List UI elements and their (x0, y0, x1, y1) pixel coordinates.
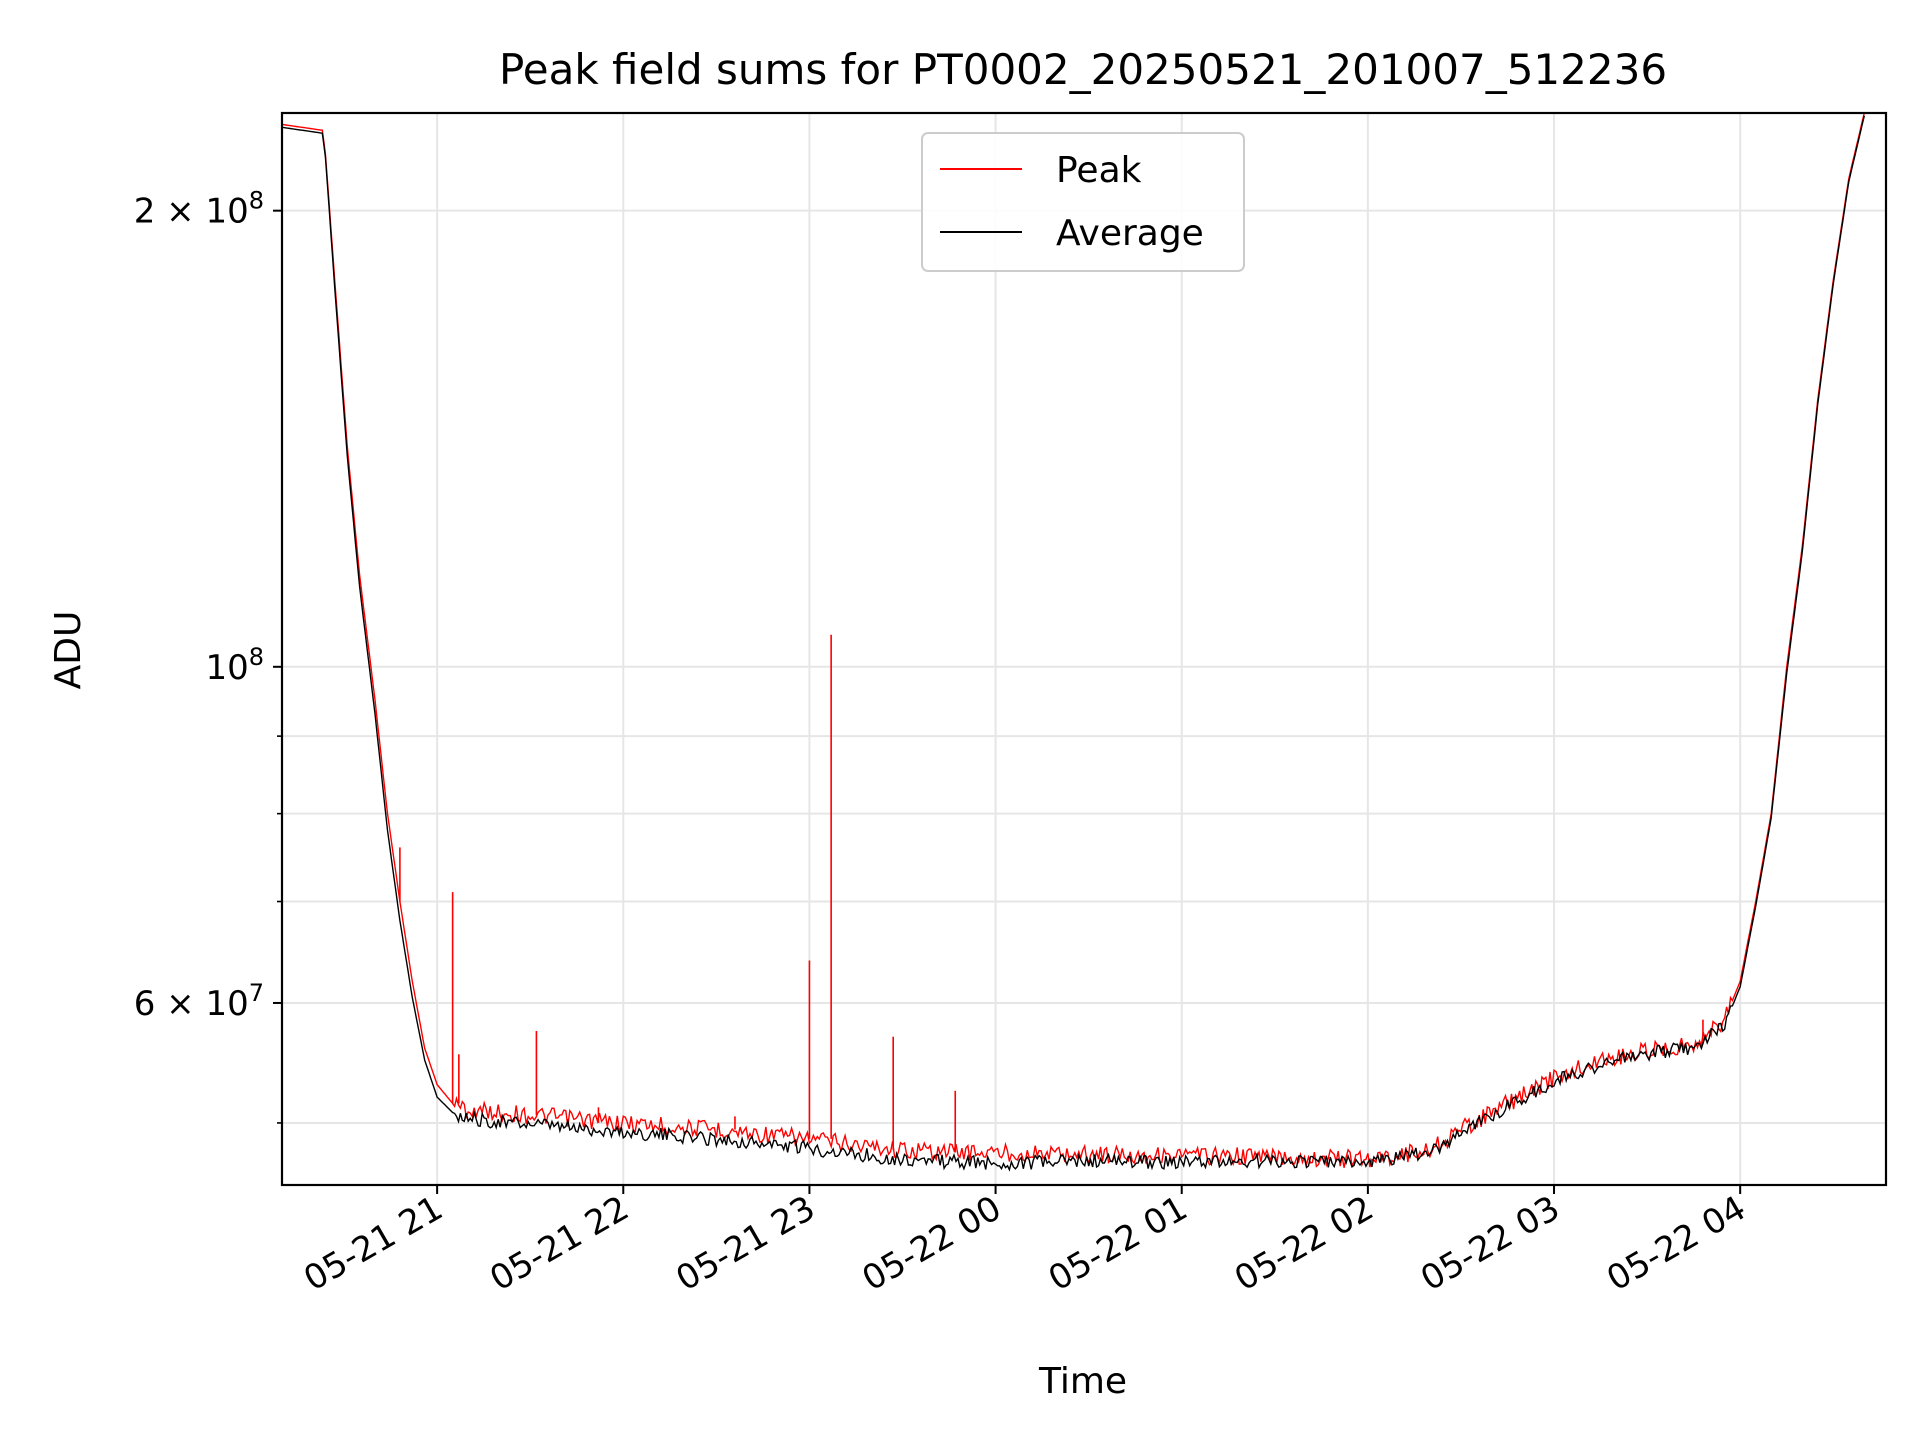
series-lines (282, 113, 1865, 1172)
x-axis-label: Time (1038, 1361, 1127, 1402)
legend-average-label: Average (1056, 213, 1204, 254)
legend: Peak Average (921, 132, 1245, 272)
y-axis-label: ADU (48, 611, 89, 690)
average-series-line (282, 115, 1865, 1172)
y-tick-label: 2 × 108 (134, 187, 264, 232)
plot-frame (280, 111, 1888, 1187)
y-tick-label: 6 × 107 (134, 979, 264, 1024)
peak-series-line (282, 113, 1865, 1169)
chart-title: Peak field sums for PT0002_20250521_2010… (499, 45, 1667, 94)
grid (282, 113, 1886, 1185)
legend-box (921, 132, 1245, 272)
legend-peak-label: Peak (1056, 150, 1142, 191)
